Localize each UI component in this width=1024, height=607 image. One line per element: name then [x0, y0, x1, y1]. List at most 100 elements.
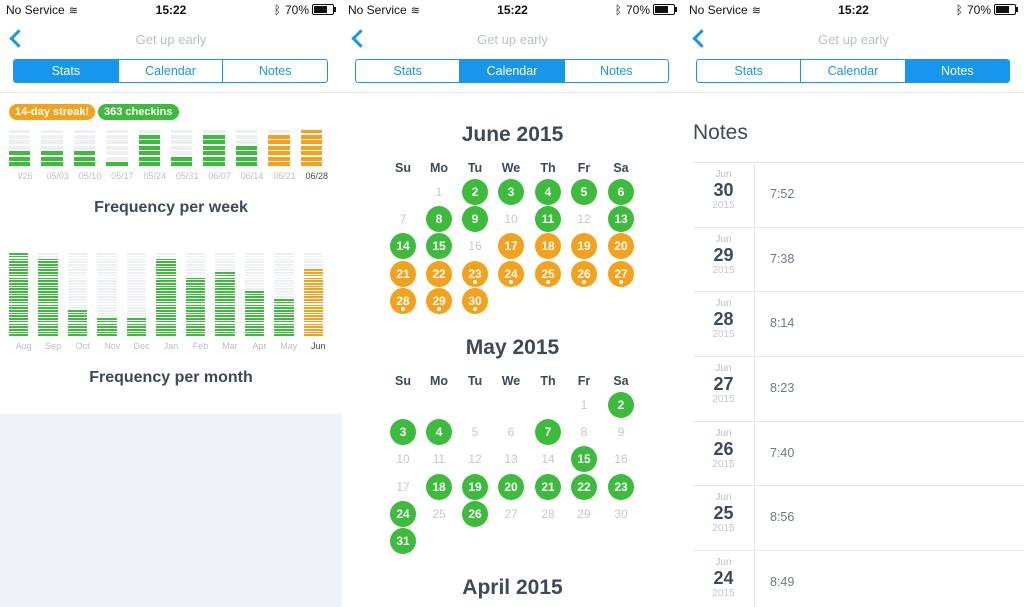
bar-segment [244, 326, 265, 328]
calendar-day[interactable]: 8 [571, 419, 597, 445]
calendar-day[interactable]: 16 [608, 446, 634, 472]
bar-segment [171, 156, 193, 161]
bar-segment [38, 323, 58, 326]
calendar-day[interactable]: 26 [462, 500, 488, 527]
tab-stats[interactable]: Stats [393, 64, 422, 78]
calendar-day[interactable]: 1 [571, 392, 597, 418]
tab-stats[interactable]: Stats [734, 64, 763, 78]
note-dot-icon [437, 306, 441, 311]
calendar-day[interactable]: 30 [608, 501, 634, 527]
calendar-day[interactable]: 13 [608, 206, 634, 233]
calendar-day[interactable]: 4 [426, 419, 452, 446]
weekday-header: Fr [577, 161, 591, 175]
weekday-header: We [501, 374, 521, 388]
bar-segment [244, 310, 265, 312]
tab-calendar[interactable]: Calendar [800, 60, 904, 82]
calendar-day[interactable]: 4 [535, 179, 561, 205]
note-row[interactable]: Jun 24 2015 8:49 [693, 551, 1024, 607]
calendar-day[interactable]: 17 [498, 233, 524, 260]
calendar-day[interactable]: 23 [462, 260, 488, 287]
tab-calendar[interactable]: Calendar [117, 60, 223, 82]
tab-stats[interactable]: Stats [14, 60, 118, 82]
calendar-day[interactable]: 5 [571, 179, 597, 205]
day-number: 9 [617, 425, 625, 440]
calendar-day[interactable]: 21 [390, 260, 416, 287]
calendar-day[interactable]: 27 [608, 260, 634, 287]
calendar-day[interactable]: 10 [498, 206, 524, 232]
calendar-day[interactable]: 9 [462, 206, 488, 233]
bar-segment [215, 310, 235, 312]
note-row[interactable]: Jun 27 2015 8:23 [693, 357, 1024, 422]
calendar-day[interactable]: 19 [571, 233, 597, 260]
calendar-day[interactable]: 25 [535, 260, 561, 287]
calendar-day[interactable]: 14 [390, 233, 416, 260]
calendar-day[interactable]: 3 [498, 179, 524, 205]
calendar-day[interactable]: 23 [608, 473, 634, 500]
calendar-day[interactable]: 17 [390, 474, 416, 500]
chart-bar [138, 128, 160, 166]
bar-segment [156, 285, 176, 288]
calendar-day[interactable]: 16 [462, 233, 488, 259]
calendar-day[interactable]: 25 [426, 501, 452, 527]
bar-segment [244, 291, 265, 293]
calendar-day[interactable]: 21 [535, 473, 561, 500]
calendar-day[interactable]: 12 [462, 446, 488, 472]
bar-segment [235, 145, 258, 150]
calendar-day[interactable]: 19 [462, 473, 488, 500]
calendar-day[interactable]: 15 [571, 446, 597, 473]
calendar-day[interactable]: 24 [498, 260, 524, 287]
calendar-day[interactable]: 14 [535, 446, 561, 472]
tab-notes[interactable]: Notes [563, 60, 668, 82]
calendar-day[interactable]: 28 [390, 287, 416, 314]
note-row[interactable]: Jun 28 2015 8:14 [693, 292, 1024, 358]
calendar-day[interactable]: 6 [608, 179, 634, 205]
calendar-day[interactable]: 3 [390, 419, 416, 446]
bar-segment [126, 291, 147, 293]
calendar-day[interactable]: 7 [390, 206, 416, 232]
calendar-day[interactable]: 26 [571, 260, 597, 287]
calendar-day[interactable]: 27 [498, 501, 524, 527]
tab-calendar[interactable]: Calendar [459, 60, 564, 82]
calendar-scroll[interactable]: June 2015 Su Mo Tu We Th Fr Sa 1 2 3 4 5 6 7 8 9 10 11 12 13… [342, 93, 683, 607]
calendar-day[interactable]: 10 [390, 446, 416, 472]
calendar-day[interactable]: 11 [426, 446, 452, 472]
calendar-day[interactable]: 7 [535, 419, 561, 446]
calendar-day[interactable]: 20 [498, 473, 524, 500]
x-tick-label: Apr [252, 341, 267, 351]
calendar-day[interactable]: 29 [426, 287, 452, 314]
calendar-day[interactable]: 22 [426, 260, 452, 287]
calendar-day[interactable]: 1 [426, 179, 452, 205]
bar-segment [156, 280, 176, 282]
tab-notes[interactable]: Notes [904, 60, 1009, 82]
calendar-day[interactable]: 24 [390, 500, 416, 527]
bar-segment [67, 277, 88, 280]
note-month: Jun [715, 363, 732, 375]
calendar-day[interactable]: 30 [462, 287, 488, 314]
calendar-day[interactable]: 13 [498, 446, 524, 472]
calendar-day[interactable]: 6 [498, 419, 524, 445]
calendar-day[interactable]: 29 [571, 501, 597, 527]
note-row[interactable]: Jun 26 2015 7:40 [693, 421, 1024, 487]
calendar-day[interactable]: 9 [608, 419, 634, 445]
calendar-day[interactable]: 15 [426, 233, 452, 260]
wifi-icon: ≋ [68, 5, 78, 17]
calendar-day[interactable]: 31 [390, 528, 416, 554]
calendar-day[interactable]: 28 [535, 501, 561, 527]
calendar-day[interactable]: 18 [426, 473, 452, 500]
bar-segment [185, 285, 206, 288]
note-row[interactable]: Jun 29 2015 7:38 [693, 227, 1024, 293]
note-row[interactable]: Jun 30 2015 7:52 [693, 162, 1024, 228]
calendar-day[interactable]: 8 [426, 206, 452, 233]
calendar-day[interactable]: 20 [608, 233, 634, 260]
calendar-day[interactable]: 2 [462, 179, 488, 205]
calendar-day[interactable]: 11 [535, 206, 561, 233]
calendar-day[interactable]: 12 [571, 206, 597, 232]
status-time: 15:22 [155, 3, 187, 17]
bar-segment [38, 307, 58, 309]
calendar-day[interactable]: 22 [571, 473, 597, 500]
calendar-day[interactable]: 2 [608, 392, 634, 418]
note-row[interactable]: Jun 25 2015 8:56 [693, 486, 1024, 552]
calendar-day[interactable]: 5 [462, 419, 488, 445]
tab-notes[interactable]: Notes [222, 60, 327, 82]
calendar-day[interactable]: 18 [535, 233, 561, 260]
